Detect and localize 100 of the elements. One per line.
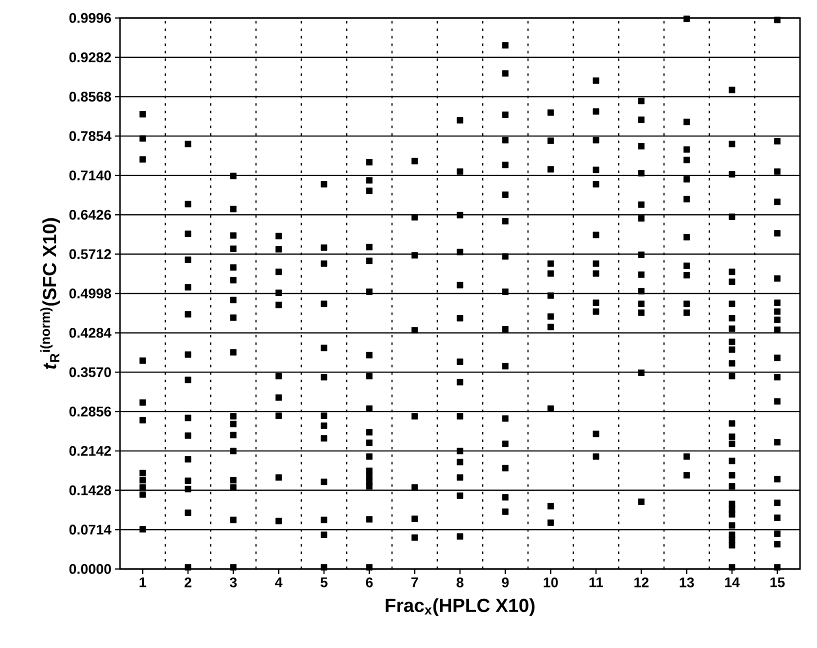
point <box>139 491 146 498</box>
point <box>774 354 781 362</box>
point <box>502 415 509 422</box>
point <box>592 453 600 460</box>
y-tick-label: 0.4284 <box>69 328 112 338</box>
point <box>774 514 781 521</box>
y-tick-label: 0.3570 <box>69 367 111 378</box>
point <box>774 439 781 446</box>
point <box>774 564 781 571</box>
point <box>366 177 373 184</box>
point <box>683 472 690 478</box>
point <box>456 282 464 288</box>
point <box>184 414 192 422</box>
point <box>320 181 328 188</box>
point <box>638 370 645 376</box>
point <box>592 108 600 115</box>
point <box>728 140 736 148</box>
point <box>184 486 192 492</box>
point <box>139 416 146 424</box>
point <box>139 526 146 532</box>
point <box>230 246 237 252</box>
point <box>139 484 146 491</box>
point <box>683 262 690 270</box>
x-tick-label: 3 <box>230 577 237 588</box>
point <box>592 270 600 277</box>
point <box>774 540 781 548</box>
point <box>547 109 554 116</box>
point <box>728 522 736 529</box>
point <box>638 170 645 176</box>
point <box>592 260 600 267</box>
point <box>456 358 464 365</box>
x-tick-label: 7 <box>411 577 418 588</box>
y-tick-label: 0.7140 <box>69 170 111 180</box>
point <box>728 360 736 367</box>
point <box>774 230 781 236</box>
y-tick-label: 0.6426 <box>69 210 111 220</box>
point <box>320 516 328 524</box>
point <box>411 327 418 334</box>
point <box>683 453 690 460</box>
point <box>230 516 237 524</box>
point <box>728 433 736 440</box>
point <box>502 508 509 515</box>
point <box>728 278 736 285</box>
point <box>411 534 418 541</box>
point <box>320 422 328 429</box>
point <box>320 412 328 419</box>
point <box>683 196 690 202</box>
point <box>638 98 645 104</box>
point <box>728 86 736 94</box>
point <box>184 284 192 291</box>
point <box>547 270 554 277</box>
point <box>774 476 781 482</box>
x-tick-label: 4 <box>275 577 282 588</box>
point <box>456 314 464 322</box>
point <box>184 256 192 263</box>
point <box>366 483 373 490</box>
point <box>638 498 645 505</box>
point <box>456 448 464 454</box>
point <box>366 188 373 194</box>
point <box>411 484 418 491</box>
point <box>638 309 645 316</box>
point <box>774 374 781 380</box>
x-tick-label: 14 <box>725 577 740 588</box>
x-axis-title: Frac$_{x}$(HPLC X10) <box>386 598 534 616</box>
point <box>728 542 736 548</box>
point <box>728 420 736 427</box>
point <box>456 474 464 481</box>
point <box>502 440 509 448</box>
point <box>592 300 600 306</box>
point <box>230 232 237 239</box>
y-tick-label: 0.4998 <box>69 288 112 298</box>
point <box>456 168 464 175</box>
point <box>456 533 464 540</box>
point <box>502 162 509 168</box>
point <box>592 181 600 188</box>
point <box>774 500 781 506</box>
point <box>774 138 781 144</box>
point <box>320 374 328 380</box>
point <box>366 372 373 380</box>
point <box>230 448 237 454</box>
point <box>638 201 645 208</box>
point <box>638 271 645 278</box>
point <box>547 502 554 510</box>
point <box>184 311 192 318</box>
point <box>275 372 282 380</box>
point <box>411 516 418 522</box>
point <box>728 564 736 571</box>
point <box>728 325 736 332</box>
point <box>366 564 373 571</box>
point <box>411 214 418 221</box>
point <box>592 430 600 438</box>
y-tick-label: 0.7854 <box>69 131 112 141</box>
point <box>184 564 192 571</box>
point <box>230 172 237 180</box>
point <box>502 42 509 49</box>
point <box>774 316 781 324</box>
point <box>456 248 464 256</box>
point <box>502 192 509 198</box>
point <box>230 264 237 271</box>
point <box>728 171 736 178</box>
